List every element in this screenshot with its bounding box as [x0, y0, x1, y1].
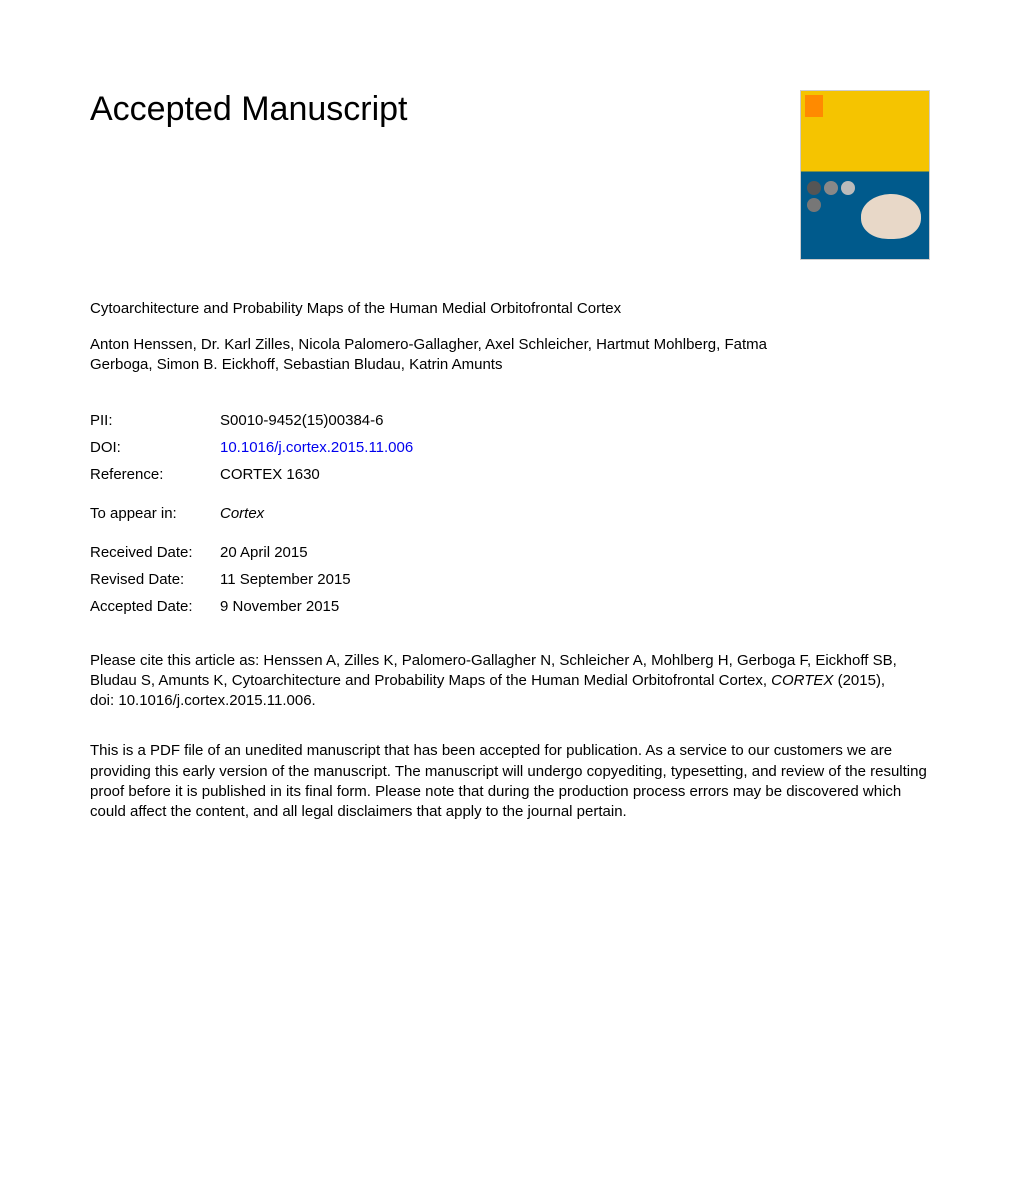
to-appear-in-value: Cortex: [220, 505, 264, 522]
brain-illustration-icon: [861, 194, 921, 239]
pii-label: PII:: [90, 412, 220, 429]
page-heading: Accepted Manuscript: [90, 90, 408, 129]
revised-date-label: Revised Date:: [90, 571, 220, 588]
metadata-block: PII: S0010-9452(15)00384-6 DOI: 10.1016/…: [90, 412, 930, 522]
revised-date-value: 11 September 2015: [220, 571, 351, 588]
accepted-date-label: Accepted Date:: [90, 598, 220, 615]
citation-journal: CORTEX: [771, 672, 833, 689]
author-list: Anton Henssen, Dr. Karl Zilles, Nicola P…: [90, 335, 790, 376]
citation-block: Please cite this article as: Henssen A, …: [90, 651, 910, 712]
disclaimer-text: This is a PDF file of an unedited manusc…: [90, 741, 930, 822]
received-date-label: Received Date:: [90, 544, 220, 561]
elsevier-logo-icon: [805, 95, 823, 117]
journal-cover-thumbnail: Cortex: [800, 90, 930, 260]
article-title: Cytoarchitecture and Probability Maps of…: [90, 300, 770, 317]
to-appear-in-label: To appear in:: [90, 505, 220, 522]
doi-link[interactable]: 10.1016/j.cortex.2015.11.006: [220, 439, 413, 456]
journal-cover-name: Cortex: [852, 139, 923, 166]
cover-decorative-dots: [807, 181, 867, 212]
dates-block: Received Date: 20 April 2015 Revised Dat…: [90, 544, 930, 615]
doi-label: DOI:: [90, 439, 220, 456]
received-date-value: 20 April 2015: [220, 544, 308, 561]
accepted-date-value: 9 November 2015: [220, 598, 339, 615]
reference-value: CORTEX 1630: [220, 466, 320, 483]
reference-label: Reference:: [90, 466, 220, 483]
pii-value: S0010-9452(15)00384-6: [220, 412, 383, 429]
